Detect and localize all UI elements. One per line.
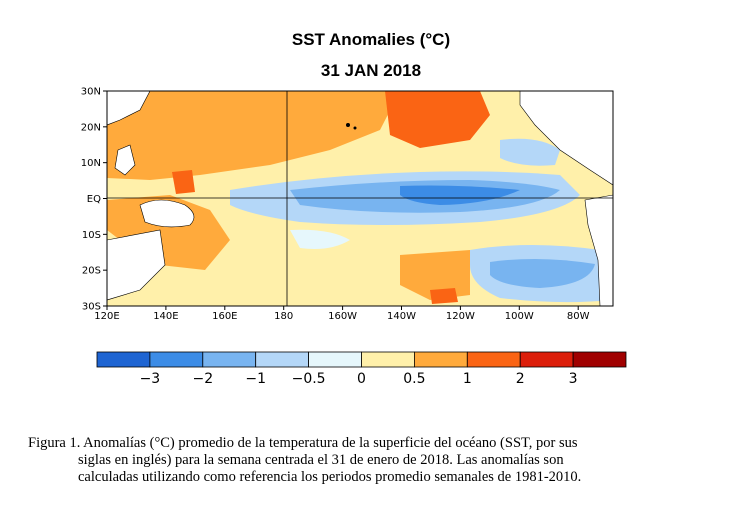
colorbar-tick-label: 3 [569, 371, 578, 387]
colorbar-swatch [255, 351, 309, 368]
warm-south-central [400, 250, 470, 300]
lon-tick-label: 80W [567, 311, 590, 322]
lat-tick-label: 20N [81, 122, 101, 133]
lon-tick-label: 100W [505, 311, 534, 322]
warm-spot-west [172, 170, 195, 194]
colorbar-swatch [202, 351, 257, 368]
lon-tick-label: 160W [328, 311, 357, 322]
colorbar-tick-label: 2 [516, 371, 525, 387]
caption-line-1: Figura 1. Anomalías (°C) promedio de la … [28, 435, 578, 451]
map-title: SST Anomalies (°C) [291, 30, 451, 49]
caption-line-2: siglas en inglés) para la semana centrad… [78, 452, 564, 468]
colorbar-swatch [519, 351, 574, 368]
australia-landmass [107, 229, 166, 301]
map-date: 31 JAN 2018 [320, 61, 422, 80]
lat-tick-label: 20S [82, 266, 101, 277]
americas-north-landmass [519, 91, 613, 186]
warm-southwest-region [107, 195, 230, 270]
colorbar-swatch [361, 351, 415, 368]
lon-tick-label: 140E [153, 311, 178, 322]
lon-tick-label: 180 [274, 311, 293, 322]
lat-tick-label: EQ [87, 194, 101, 205]
lat-tick-label: 10N [81, 158, 101, 169]
lat-tick-label: 30N [81, 87, 101, 98]
south-america-landmass [584, 194, 613, 306]
lon-tick-label: 160E [212, 311, 237, 322]
hawaii-island [346, 123, 350, 127]
colorbar-tick-label: 0.5 [403, 371, 425, 387]
colorbar-swatch [149, 351, 204, 368]
colorbar-swatch [572, 351, 627, 368]
colorbar-tick-label: −0.5 [292, 371, 326, 387]
hawaii-island-2 [353, 126, 357, 130]
figure-caption: Figura 1. Anomalías (°C) promedio de la … [28, 435, 718, 486]
colorbar-swatch [413, 351, 468, 368]
coldest-equatorial-patch [400, 185, 520, 205]
lon-tick-label: 120E [94, 311, 119, 322]
colorbar-swatch [466, 351, 521, 368]
warm-north-region [107, 91, 400, 180]
colorbar-swatch [96, 351, 151, 368]
philippines-landmass [114, 144, 136, 176]
colorbar-swatch [308, 351, 362, 368]
colorbar-tick-label: −2 [192, 371, 213, 387]
map-field [107, 91, 613, 306]
colorbar-tick-label: 1 [463, 371, 472, 387]
colorbar-tick-label: −1 [245, 371, 266, 387]
lat-tick-label: 10S [82, 230, 101, 241]
colorbar-tick-label: −3 [140, 371, 161, 387]
hot-spot-northeast [385, 91, 490, 148]
colorbar-tick-label: 0 [357, 371, 366, 387]
new-guinea-landmass [139, 199, 195, 228]
lon-tick-label: 120W [446, 311, 475, 322]
lat-tick-label: 30S [82, 302, 101, 313]
cold-southeast-core [490, 258, 595, 288]
cool-northeast-patch [500, 138, 560, 166]
near-neutral-patch [290, 229, 350, 249]
lon-tick-label: 140W [387, 311, 416, 322]
caption-line-3: calculadas utilizando como referencia lo… [78, 469, 582, 485]
warm-spot-south [430, 288, 458, 304]
colorbar: −3 −2 −1 −0.5 0 0.5 1 2 3 [96, 351, 627, 387]
asia-landmass [107, 91, 151, 126]
